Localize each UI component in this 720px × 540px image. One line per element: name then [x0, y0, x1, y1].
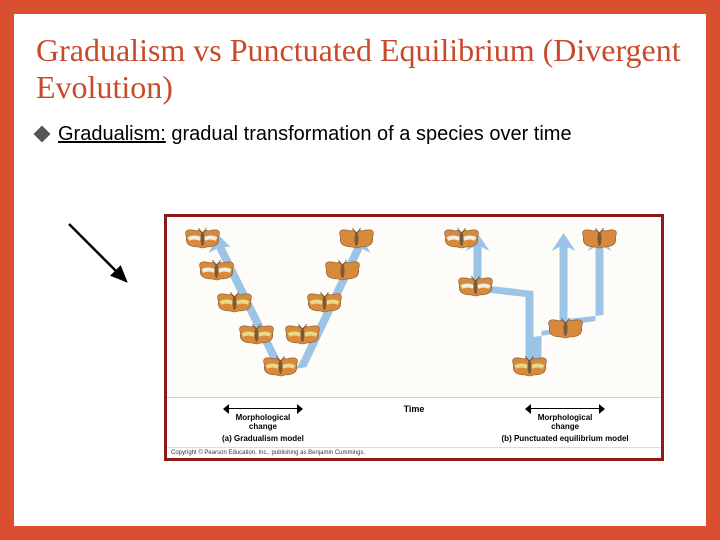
caption-right: (b) Punctuated equilibrium model: [473, 434, 657, 443]
pe-arrow-1: [466, 233, 534, 371]
double-arrow-icon: [525, 404, 605, 414]
arrow-icon: [64, 219, 144, 299]
double-arrow-icon: [223, 404, 303, 414]
pe-arrow-2: [534, 233, 576, 371]
figure-panels: [167, 217, 661, 397]
bullet-term: Gradualism:: [58, 123, 166, 145]
pointer-arrow: [64, 219, 144, 304]
bullet-rest: gradual transformation of a species over…: [166, 123, 572, 145]
bullet-text: Gradualism: gradual transformation of a …: [58, 122, 572, 147]
morph-label-right-2: change: [473, 423, 657, 432]
caption-left: (a) Gradualism model: [171, 434, 355, 443]
panel-punctuated: [414, 217, 661, 397]
time-label: Time: [359, 398, 469, 447]
figure-container: Morphological change (a) Gradualism mode…: [164, 214, 664, 461]
evolution-figure: Morphological change (a) Gradualism mode…: [164, 214, 664, 461]
figure-axis-row: Morphological change (a) Gradualism mode…: [167, 397, 661, 447]
axis-right: Morphological change (b) Punctuated equi…: [469, 398, 661, 447]
slide-frame: Gradualism vs Punctuated Equilibrium (Di…: [14, 14, 706, 526]
slide-title: Gradualism vs Punctuated Equilibrium (Di…: [14, 14, 706, 116]
punctuated-svg: [414, 217, 661, 397]
gradualism-svg: [167, 217, 414, 397]
axis-left: Morphological change (a) Gradualism mode…: [167, 398, 359, 447]
morph-label-left-2: change: [171, 423, 355, 432]
bullet-item: Gradualism: gradual transformation of a …: [14, 116, 706, 155]
figure-copyright: Copyright © Pearson Education, Inc., pub…: [167, 447, 661, 458]
panel-gradualism: [167, 217, 414, 397]
diamond-bullet-icon: [34, 125, 51, 142]
